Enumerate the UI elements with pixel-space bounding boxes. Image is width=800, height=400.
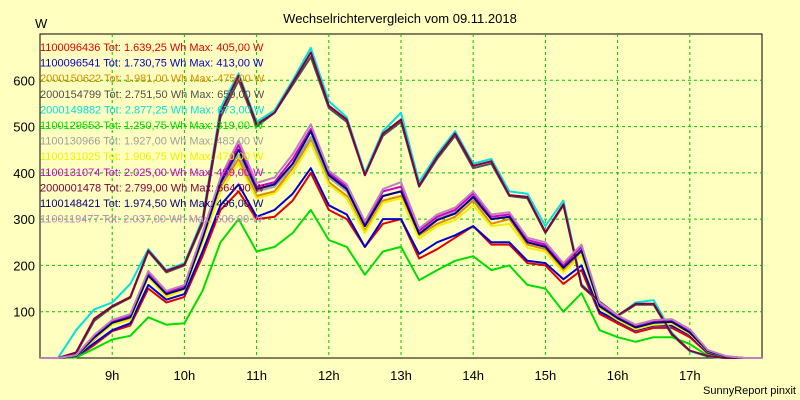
- x-tick-label: 14h: [462, 368, 484, 383]
- legend-entry-1100131074: 1100131074 Tot: 2.025,00 Wh Max: 499,00 …: [40, 167, 264, 179]
- legend-entry-2000150622: 2000150622 Tot: 1.981,00 Wh Max: 475,00 …: [40, 73, 265, 85]
- series-line-1100131025: [40, 141, 762, 359]
- chart-title: Wechselrichtervergleich vom 09.11.2018: [283, 11, 517, 26]
- series-line-2000001478: [40, 51, 762, 359]
- legend-entry-1100096541: 1100096541 Tot: 1.730,75 Wh Max: 413,00 …: [40, 58, 264, 70]
- legend-entry-1100129553: 1100129553 Tot: 1.250,75 Wh Max: 319,00 …: [40, 120, 264, 132]
- y-tick-label: 200: [13, 258, 35, 273]
- x-tick-label: 10h: [174, 368, 196, 383]
- legend-entry-1100096436: 1100096436 Tot: 1.639,25 Wh Max: 405,00 …: [40, 42, 264, 54]
- legend-entry-2000001478: 2000001478 Tot: 2.799,00 Wh Max: 664,00 …: [40, 182, 265, 194]
- legend-entry-1100131025: 1100131025 Tot: 1.906,75 Wh Max: 470,00 …: [40, 151, 264, 163]
- legend-entry-2000154799: 2000154799 Tot: 2.751,50 Wh Max: 659,00 …: [40, 89, 265, 101]
- x-tick-label: 9h: [105, 368, 119, 383]
- x-tick-label: 11h: [246, 368, 267, 383]
- y-tick-label: 600: [13, 73, 35, 88]
- legend-entry-2000149882: 2000149882 Tot: 2.877,25 Wh Max: 673,00 …: [40, 104, 265, 116]
- y-tick-label: 400: [13, 166, 35, 181]
- legend-entry-1100130966: 1100130966 Tot: 1.927,00 Wh Max: 483,00 …: [40, 136, 264, 148]
- x-tick-label: 17h: [679, 368, 701, 383]
- series-lines: [40, 46, 762, 359]
- x-tick-label: 15h: [535, 368, 557, 383]
- x-tick-label: 16h: [607, 368, 629, 383]
- legend-entry-1100119477: 1100119477 Tot: 2.037,00 Wh Max: 506,00 …: [40, 214, 263, 226]
- series-line-1100119477: [40, 123, 762, 359]
- y-tick-label: 100: [13, 305, 35, 320]
- series-line-1100148421: [40, 130, 762, 359]
- legend: 1100096436 Tot: 1.639,25 Wh Max: 405,00 …: [40, 42, 265, 226]
- legend-entry-1100148421: 1100148421 Tot: 1.974,50 Wh Max: 496,00 …: [40, 198, 264, 210]
- y-axis-label: W: [35, 16, 48, 31]
- y-tick-label: 300: [13, 212, 35, 227]
- series-line-1100129553: [40, 208, 762, 359]
- y-tick-label: 500: [13, 120, 35, 135]
- axis-ticks: 100 200 300 400 500 600 9h 10h 11h 12h 13h 14h 15h 16…: [13, 73, 700, 383]
- x-tick-label: 12h: [318, 368, 340, 383]
- footer-credit: SunnyReport pinxit: [703, 385, 796, 397]
- x-tick-label: 13h: [390, 368, 412, 383]
